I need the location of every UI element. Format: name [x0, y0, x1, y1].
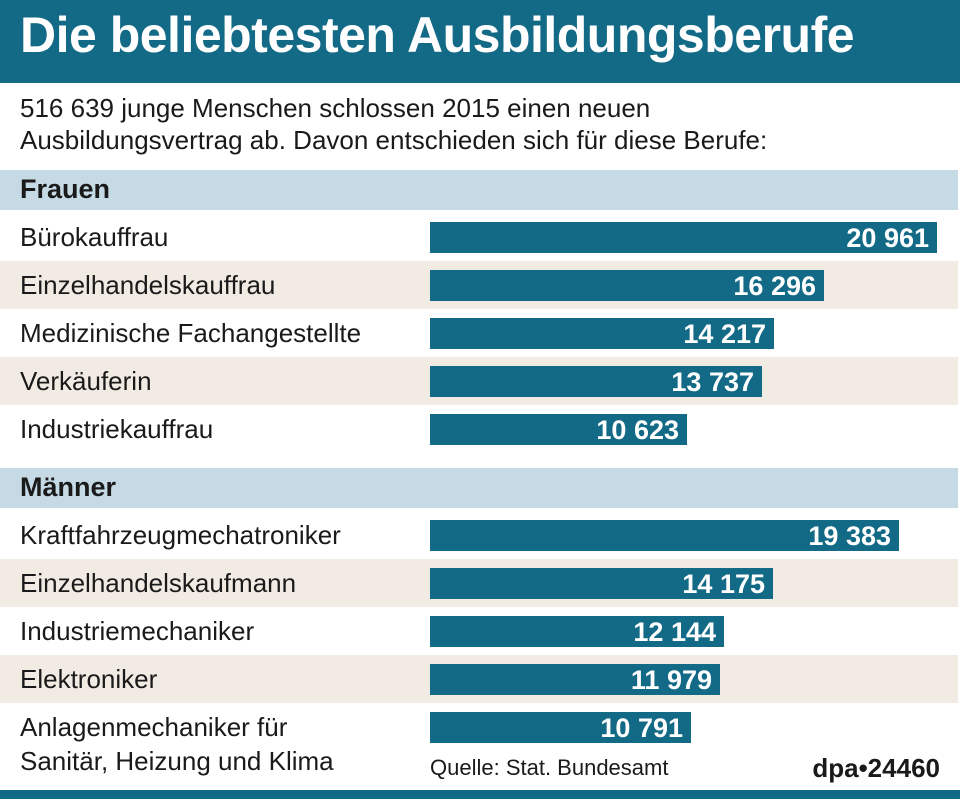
title-banner: Die beliebtesten Ausbildungsberufe — [0, 0, 960, 83]
category-label: Industriemechaniker — [20, 616, 255, 646]
bar-row: Medizinische Fachangestellte 14 217 — [0, 309, 958, 357]
agency-credit: dpa•24460 — [812, 753, 940, 783]
intro-text: 516 639 junge Menschen schlossen 2015 ei… — [20, 92, 767, 156]
section-label: Frauen — [20, 174, 111, 204]
bar-row: Einzelhandelskauffrau 16 296 — [0, 261, 958, 309]
bar: 16 296 — [430, 270, 824, 301]
category-label: Elektroniker — [20, 664, 158, 694]
bar-value-label: 14 175 — [682, 569, 765, 599]
bar-row: Industriemechaniker 12 144 — [0, 607, 958, 655]
bar: 19 383 — [430, 520, 899, 551]
bar: 14 217 — [430, 318, 774, 349]
chart-title: Die beliebtesten Ausbildungsberufe — [20, 7, 855, 63]
bar-row: Bürokauffrau 20 961 — [0, 213, 958, 261]
category-label-line: Sanitär, Heizung und Klima — [20, 746, 334, 776]
category-label: Kraftfahrzeugmechatroniker — [20, 520, 341, 550]
bar-row: Anlagenmechaniker für Sanitär, Heizung un… — [0, 703, 958, 785]
bar-value-label: 20 961 — [846, 223, 929, 253]
bar-row: Kraftfahrzeugmechatroniker 19 383 — [0, 511, 958, 559]
category-label: Einzelhandelskauffrau — [20, 270, 276, 300]
bar-value-label: 10 791 — [600, 713, 683, 743]
category-label: Anlagenmechaniker für Sanitär, Heizung un… — [20, 710, 334, 778]
category-label-line: Anlagenmechaniker für — [20, 712, 288, 742]
bar-row: Elektroniker 11 979 — [0, 655, 958, 703]
bar: 13 737 — [430, 366, 762, 397]
category-label: Industriekauffrau — [20, 414, 214, 444]
bar: 20 961 — [430, 222, 937, 253]
section-label: Männer — [20, 472, 117, 502]
category-label: Einzelhandelskaufmann — [20, 568, 297, 598]
category-label: Bürokauffrau — [20, 222, 169, 252]
category-label: Verkäuferin — [20, 366, 152, 396]
section-header-1: Männer — [0, 468, 958, 508]
intro-line-2: Ausbildungsvertrag ab. Davon entschieden… — [20, 125, 768, 155]
section-header-0: Frauen — [0, 170, 958, 210]
intro-line-1: 516 639 junge Menschen schlossen 2015 ei… — [20, 93, 651, 123]
bar-row: Verkäuferin 13 737 — [0, 357, 958, 405]
bar: 11 979 — [430, 664, 720, 695]
bar: 12 144 — [430, 616, 724, 647]
bar-value-label: 19 383 — [808, 521, 891, 551]
bar-value-label: 16 296 — [733, 271, 816, 301]
category-label: Medizinische Fachangestellte — [20, 318, 362, 348]
bar-value-label: 13 737 — [671, 367, 754, 397]
source-note: Quelle: Stat. Bundesamt — [430, 755, 669, 780]
bar-row: Industriekauffrau 10 623 — [0, 405, 958, 453]
bar-value-label: 14 217 — [683, 319, 766, 349]
footer-rule — [0, 790, 960, 799]
bar: 10 623 — [430, 414, 687, 445]
bar: 14 175 — [430, 568, 773, 599]
bar-value-label: 11 979 — [630, 665, 712, 695]
bar-row: Einzelhandelskaufmann 14 175 — [0, 559, 958, 607]
bar-value-label: 12 144 — [633, 617, 716, 647]
bar: 10 791 — [430, 712, 691, 743]
bar-value-label: 10 623 — [596, 415, 679, 445]
